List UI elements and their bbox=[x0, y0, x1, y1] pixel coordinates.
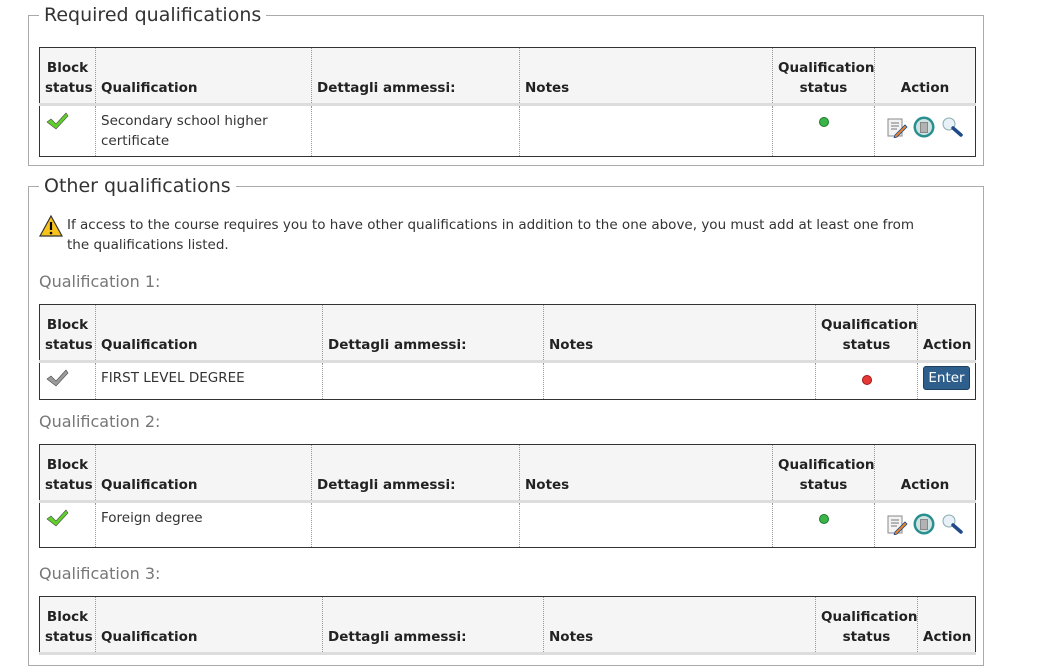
details-cell bbox=[311, 501, 520, 548]
delete-icon[interactable] bbox=[912, 115, 936, 139]
table-header-row: Block status Qualification Dettagli amme… bbox=[39, 444, 976, 503]
edit-icon[interactable] bbox=[886, 513, 908, 535]
qualification-3-table: Block status Qualification Dettagli amme… bbox=[39, 596, 976, 655]
header-action: Action bbox=[917, 596, 976, 655]
header-notes: Notes bbox=[543, 304, 816, 363]
enter-button[interactable]: Enter bbox=[923, 366, 970, 390]
qualification-cell: FIRST LEVEL DEGREE bbox=[95, 361, 323, 400]
edit-icon[interactable] bbox=[886, 116, 908, 138]
header-qualification: Qualification bbox=[95, 596, 323, 655]
notes-cell bbox=[519, 501, 773, 548]
table-row: Foreign degree bbox=[39, 501, 976, 548]
details-cell bbox=[322, 361, 544, 400]
qualification-status-cell bbox=[815, 361, 918, 400]
header-qualification-status: Qualification status bbox=[772, 444, 875, 503]
qualification-cell: Secondary school higher certificate bbox=[95, 104, 312, 157]
header-action: Action bbox=[874, 444, 976, 503]
qualification-3-label: Qualification 3: bbox=[39, 564, 161, 583]
required-qualifications-table: Block status Qualification Dettagli amme… bbox=[39, 47, 976, 157]
warning-text: If access to the course requires you to … bbox=[67, 217, 915, 253]
status-green-icon bbox=[818, 514, 829, 524]
qualification-status-cell bbox=[772, 104, 875, 157]
block-status-cell bbox=[39, 361, 96, 400]
status-green-icon bbox=[818, 117, 829, 127]
qualification-1-table: Block status Qualification Dettagli amme… bbox=[39, 304, 976, 400]
section-title: Other qualifications bbox=[39, 175, 236, 197]
header-details: Dettagli ammessi: bbox=[322, 596, 544, 655]
warning-icon bbox=[39, 215, 63, 237]
required-qualifications-section: Required qualifications Block status Qua… bbox=[28, 4, 984, 166]
header-qualification: Qualification bbox=[95, 47, 312, 106]
delete-icon[interactable] bbox=[912, 512, 936, 536]
qualification-2-label: Qualification 2: bbox=[39, 412, 161, 431]
details-cell bbox=[311, 104, 520, 157]
section-title: Required qualifications bbox=[39, 4, 267, 26]
header-details: Dettagli ammessi: bbox=[311, 47, 520, 106]
other-qualifications-section: Other qualifications If access to the co… bbox=[28, 175, 984, 666]
header-notes: Notes bbox=[543, 596, 816, 655]
qualification-1-label: Qualification 1: bbox=[39, 272, 161, 291]
block-status-cell bbox=[39, 501, 96, 548]
header-details: Dettagli ammessi: bbox=[322, 304, 544, 363]
table-row: FIRST LEVEL DEGREE Enter bbox=[39, 361, 976, 400]
view-icon[interactable] bbox=[940, 512, 964, 536]
header-qualification: Qualification bbox=[95, 444, 312, 503]
header-block-status: Block status bbox=[39, 444, 96, 503]
header-block-status: Block status bbox=[39, 304, 96, 363]
header-qualification-status: Qualification status bbox=[815, 304, 918, 363]
action-cell bbox=[875, 105, 976, 157]
qualification-2-table: Block status Qualification Dettagli amme… bbox=[39, 444, 976, 548]
table-header-row: Block status Qualification Dettagli amme… bbox=[39, 47, 976, 106]
check-icon bbox=[45, 508, 69, 528]
action-cell: Enter bbox=[918, 362, 976, 400]
header-notes: Notes bbox=[519, 444, 773, 503]
header-details: Dettagli ammessi: bbox=[311, 444, 520, 503]
notes-cell bbox=[543, 361, 816, 400]
notes-cell bbox=[519, 104, 773, 157]
check-icon bbox=[45, 111, 69, 131]
table-header-row: Block status Qualification Dettagli amme… bbox=[39, 304, 976, 363]
header-qualification-status: Qualification status bbox=[815, 596, 918, 655]
qualification-cell: Foreign degree bbox=[95, 501, 312, 548]
status-red-icon bbox=[861, 375, 872, 385]
header-block-status: Block status bbox=[39, 596, 96, 655]
header-action: Action bbox=[917, 304, 976, 363]
check-gray-icon bbox=[45, 368, 69, 388]
block-status-cell bbox=[39, 104, 96, 157]
action-cell bbox=[875, 502, 976, 548]
table-row: Secondary school higher certificate bbox=[39, 104, 976, 157]
header-qualification: Qualification bbox=[95, 304, 323, 363]
header-action: Action bbox=[874, 47, 976, 106]
view-icon[interactable] bbox=[940, 115, 964, 139]
header-qualification-status: Qualification status bbox=[772, 47, 875, 106]
header-block-status: Block status bbox=[39, 47, 96, 106]
qualification-status-cell bbox=[772, 501, 875, 548]
warning-message: If access to the course requires you to … bbox=[39, 215, 939, 255]
header-notes: Notes bbox=[519, 47, 773, 106]
table-header-row: Block status Qualification Dettagli amme… bbox=[39, 596, 976, 655]
